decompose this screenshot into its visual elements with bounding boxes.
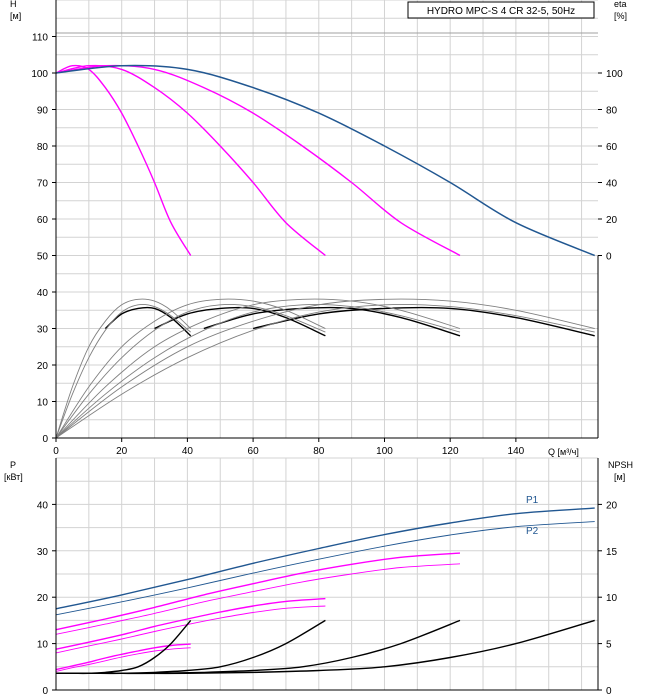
- series-eta-2-pumps-motor: [55, 303, 326, 439]
- bottom-y-tick-label: 10: [37, 640, 49, 651]
- series-eta-3-pumps-motor: [55, 303, 461, 439]
- bottom-right-axis-name: NPSH: [608, 460, 633, 470]
- series-p1-3-pumps: [55, 552, 461, 631]
- bottom-y-tick-label: 20: [37, 593, 49, 604]
- x-tick-label: 80: [313, 446, 325, 457]
- top-y-tick-label: 80: [37, 142, 49, 153]
- top-y2-tick-label: 60: [606, 142, 618, 153]
- bottom-y-tick-label: 30: [37, 547, 49, 558]
- x-tick-label: 0: [53, 446, 59, 457]
- top-y-tick-label: 0: [42, 434, 48, 445]
- top-y-tick-label: 60: [37, 215, 49, 226]
- top-y2-tick-label: 80: [606, 106, 618, 117]
- x-tick-label: 100: [376, 446, 393, 457]
- bottom-left-axis-unit: [кВт]: [4, 472, 23, 482]
- top-left-axis-unit: [м]: [10, 11, 21, 21]
- top-y-tick-label: 20: [37, 361, 49, 372]
- series-p2-1-pump: [55, 647, 191, 672]
- top-y-tick-label: 10: [37, 398, 49, 409]
- x-tick-label: 40: [182, 446, 194, 457]
- bottom-y-tick-label: 0: [42, 686, 48, 697]
- bottom-y2-tick-label: 10: [606, 593, 618, 604]
- top-right-axis-name: eta: [614, 0, 627, 9]
- x-tick-label: 60: [248, 446, 260, 457]
- series-p1-2-pumps: [55, 597, 326, 650]
- series-npsh-4-pumps: [55, 619, 595, 675]
- series-h-4-pumps: [55, 64, 595, 257]
- bottom-left-axis-name: P: [10, 460, 16, 470]
- top-y2-tick-label: 40: [606, 179, 618, 190]
- top-y-tick-label: 40: [37, 288, 49, 299]
- series-eta-3-pumps-total: [55, 298, 461, 439]
- series-p1-1-pump: [55, 643, 191, 671]
- bottom-y2-tick-label: 15: [606, 547, 618, 558]
- series-p2: [55, 521, 595, 616]
- series-label-p2: P2: [526, 526, 539, 537]
- top-y2-tick-label: 20: [606, 215, 618, 226]
- top-y-tick-label: 30: [37, 325, 49, 336]
- top-right-axis-unit: [%]: [614, 11, 627, 21]
- chart-title: HYDRO MPC-S 4 CR 32-5, 50Hz: [427, 6, 575, 17]
- bottom-y2-tick-label: 20: [606, 500, 618, 511]
- series-eta-2-pumps-total: [55, 298, 326, 439]
- series-eta-4-pumps-total: [55, 298, 595, 439]
- top-plot-series: [55, 64, 595, 439]
- series-eta-1-pump-total: [55, 298, 192, 439]
- top-y-tick-label: 110: [32, 33, 48, 44]
- series-eta-4-pumps: [252, 306, 595, 337]
- bottom-y2-tick-label: 0: [606, 686, 612, 697]
- top-x-axis-label: Q [м³/ч]: [548, 447, 579, 457]
- top-y-tick-label: 90: [37, 106, 49, 117]
- bottom-right-axis-unit: [м]: [614, 472, 625, 482]
- series-h-1-pump: [55, 64, 192, 256]
- top-y-tick-label: 50: [37, 252, 49, 263]
- series-eta-1-pump-motor: [55, 303, 191, 439]
- top-y2-tick-label: 100: [606, 69, 623, 80]
- title-box: [407, 1, 595, 19]
- series-p2-3-pumps: [55, 563, 461, 635]
- series-eta-4-pumps-motor: [55, 304, 595, 439]
- chart-axes: [52, 0, 602, 691]
- series-label-p1: P1: [526, 495, 539, 506]
- bottom-y2-tick-label: 5: [606, 640, 612, 651]
- top-left-axis-name: H: [10, 0, 17, 9]
- series-p1: [55, 507, 595, 610]
- series-eta-3-pumps: [203, 306, 461, 337]
- x-tick-label: 140: [508, 446, 525, 457]
- top-y-tick-label: 70: [37, 179, 49, 190]
- bottom-plot-grid: [55, 457, 598, 691]
- bottom-plot-series: [55, 507, 595, 675]
- x-tick-label: 20: [116, 446, 128, 457]
- top-y-tick-label: 100: [31, 69, 48, 80]
- bottom-y-tick-label: 40: [37, 500, 49, 511]
- top-y2-tick-label: 0: [606, 252, 612, 263]
- x-tick-label: 120: [442, 446, 459, 457]
